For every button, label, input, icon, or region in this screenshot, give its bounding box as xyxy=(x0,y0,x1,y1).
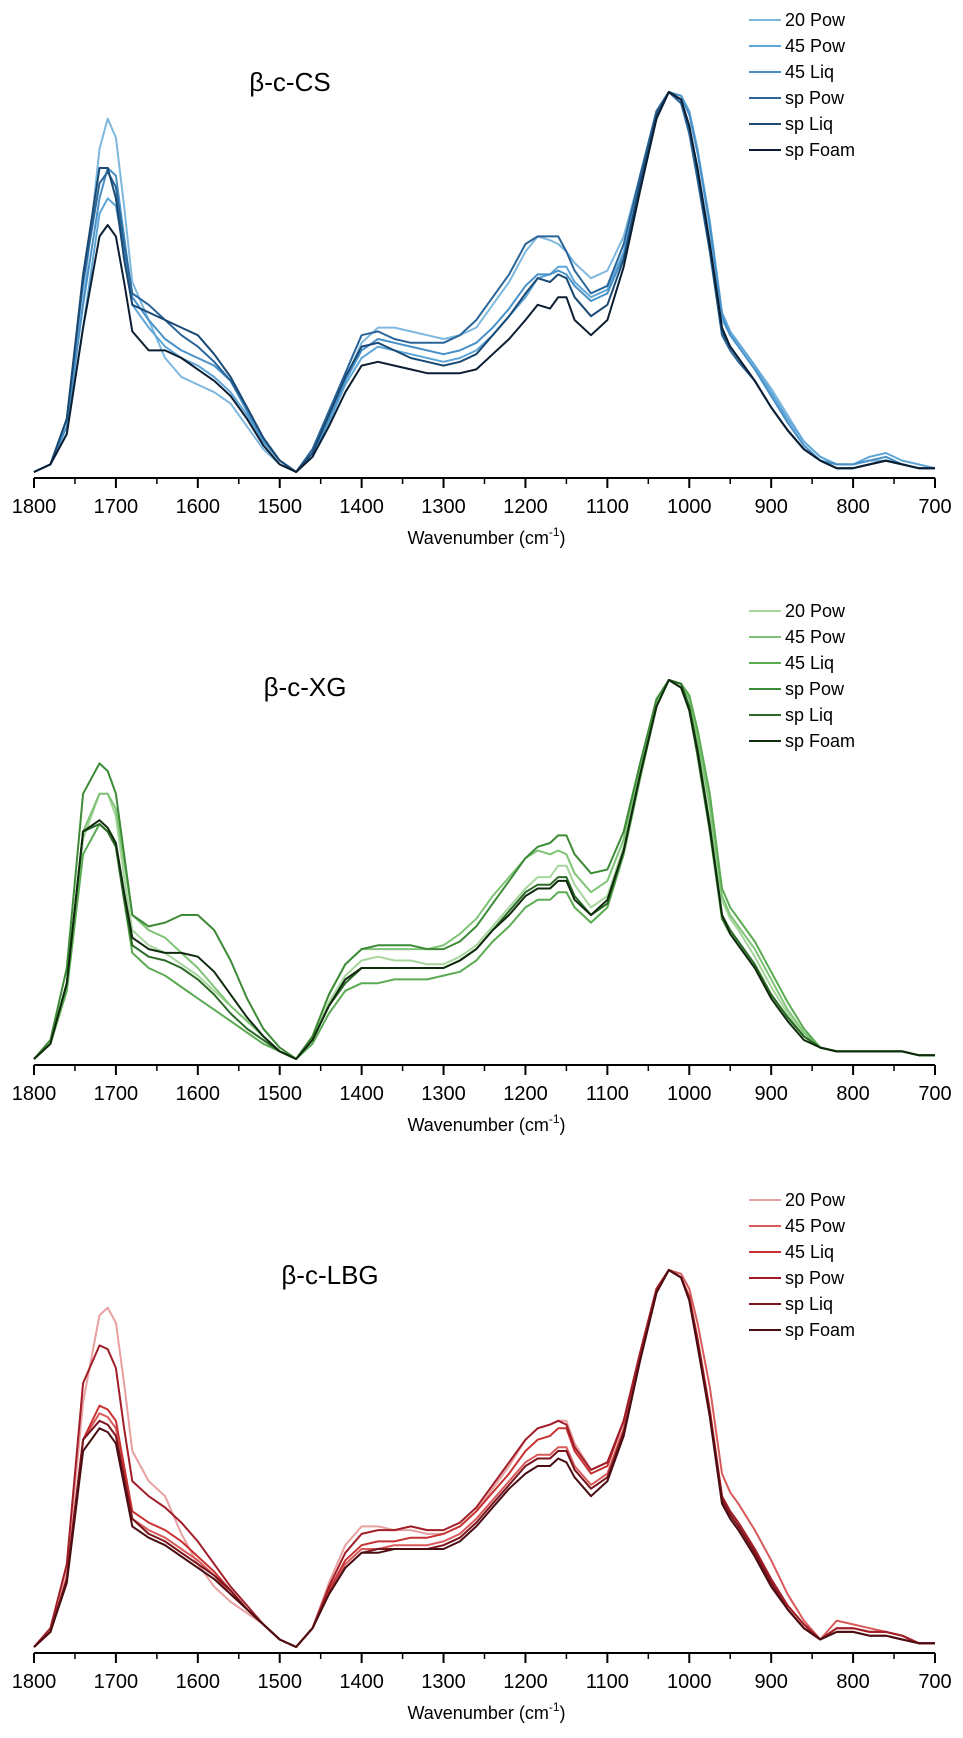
series-line-sp-pow xyxy=(33,1269,935,1648)
x-tick-label: 700 xyxy=(918,1083,951,1105)
legend-label: sp Liq xyxy=(785,705,833,725)
x-tick-label: 1200 xyxy=(503,496,548,518)
chart-title: β-c-LBG xyxy=(281,1260,378,1290)
x-tick-label: 900 xyxy=(754,496,787,518)
legend: 20 Pow 45 Pow 45 Liq sp Pow sp Liq sp Foam xyxy=(749,10,855,160)
series-line-sp-foam xyxy=(33,679,935,1060)
x-tick-label: 1200 xyxy=(503,1671,548,1693)
x-tick-label: 1500 xyxy=(257,1083,302,1105)
x-tick-label: 700 xyxy=(918,496,951,518)
x-tick-label: 1100 xyxy=(586,1083,629,1105)
legend: 20 Pow 45 Pow 45 Liq sp Pow sp Liq sp Foam xyxy=(749,601,855,751)
x-tick-label: 800 xyxy=(836,1671,869,1693)
x-axis-title: Wavenumber (cm-1) xyxy=(407,1700,565,1723)
x-tick-label: 1700 xyxy=(94,1671,139,1693)
series-line-sp-liq xyxy=(33,679,935,1060)
x-tick-label: 1400 xyxy=(339,1083,384,1105)
legend-label: 45 Pow xyxy=(785,1216,846,1236)
legend-label: 45 Pow xyxy=(785,36,846,56)
legend-label: sp Liq xyxy=(785,114,833,134)
x-tick-label: 1300 xyxy=(421,1671,466,1693)
x-tick-label: 1800 xyxy=(12,496,57,518)
series-line-sp-foam xyxy=(33,1269,935,1648)
x-tick-label: 900 xyxy=(754,1671,787,1693)
x-axis-title: Wavenumber (cm-1) xyxy=(407,1112,565,1135)
legend: 20 Pow 45 Pow 45 Liq sp Pow sp Liq sp Foam xyxy=(749,1190,855,1340)
x-tick-label: 1100 xyxy=(586,1671,629,1693)
series-line-45-pow xyxy=(33,1269,935,1648)
legend-label: 20 Pow xyxy=(785,10,846,30)
legend-label: sp Foam xyxy=(785,731,855,751)
series-line-20-pow xyxy=(33,91,935,473)
x-tick-label: 1100 xyxy=(586,496,629,518)
legend-label: 45 Liq xyxy=(785,1242,834,1262)
chart-panel-2: 1800 1700 1600 1500 1400 1300 1200 1100 1000 900 8… xyxy=(12,601,952,1135)
legend-label: sp Pow xyxy=(785,1268,845,1288)
legend-label: 20 Pow xyxy=(785,601,846,621)
series-line-45-liq xyxy=(33,679,935,1060)
chart-panel-3: 1800 1700 1600 1500 1400 1300 1200 1100 1000 900 8… xyxy=(12,1190,952,1723)
x-tick-label: 1300 xyxy=(421,1083,466,1105)
legend-label: sp Foam xyxy=(785,140,855,160)
chart-title: β-c-CS xyxy=(249,67,330,97)
x-tick-label: 1600 xyxy=(176,496,221,518)
legend-label: sp Liq xyxy=(785,1294,833,1314)
legend-label: 45 Liq xyxy=(785,62,834,82)
legend-label: 45 Liq xyxy=(785,653,834,673)
legend-label: sp Pow xyxy=(785,679,845,699)
x-tick-label: 1000 xyxy=(667,496,712,518)
legend-label: sp Foam xyxy=(785,1320,855,1340)
x-tick-label: 1400 xyxy=(339,496,384,518)
x-tick-label: 1700 xyxy=(94,496,139,518)
legend-label: 20 Pow xyxy=(785,1190,846,1210)
x-tick-label: 800 xyxy=(836,496,869,518)
x-tick-label: 1600 xyxy=(176,1083,221,1105)
series-line-45-pow xyxy=(33,679,935,1060)
x-tick-label: 1500 xyxy=(257,496,302,518)
series-line-sp-liq xyxy=(33,1269,935,1648)
x-tick-label: 1500 xyxy=(257,1671,302,1693)
legend-label: 45 Pow xyxy=(785,627,846,647)
x-tick-label: 900 xyxy=(754,1083,787,1105)
series-line-20-pow xyxy=(33,679,935,1060)
x-tick-label: 1300 xyxy=(421,496,466,518)
chart-title: β-c-XG xyxy=(264,672,347,702)
x-axis-title: Wavenumber (cm-1) xyxy=(407,525,565,548)
chart-panel-1: 1800 1700 1600 1500 1400 1300 1200 1100 1000 900 8… xyxy=(12,10,952,548)
x-tick-label: 700 xyxy=(918,1671,951,1693)
x-tick-label: 1000 xyxy=(667,1671,712,1693)
series-line-sp-foam xyxy=(33,91,935,473)
x-tick-label: 1200 xyxy=(503,1083,548,1105)
x-tick-label: 1400 xyxy=(339,1671,384,1693)
x-tick-label: 1800 xyxy=(12,1671,57,1693)
x-tick-label: 1700 xyxy=(94,1083,139,1105)
x-tick-label: 800 xyxy=(836,1083,869,1105)
legend-label: sp Pow xyxy=(785,88,845,108)
x-tick-label: 1600 xyxy=(176,1671,221,1693)
series-line-45-liq xyxy=(33,91,935,473)
x-tick-label: 1800 xyxy=(12,1083,57,1105)
x-tick-label: 1000 xyxy=(667,1083,712,1105)
